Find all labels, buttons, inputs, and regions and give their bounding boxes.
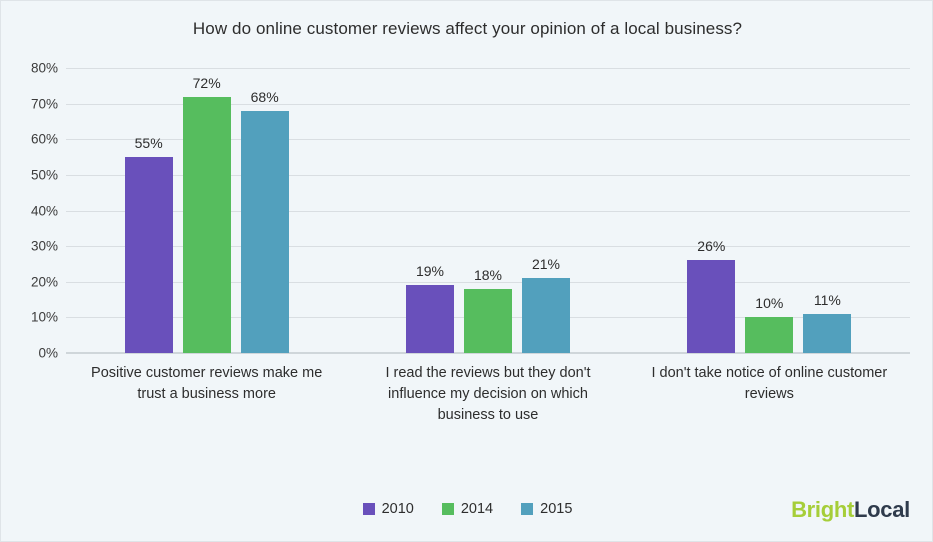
y-axis-tick-label: 70%	[30, 96, 58, 112]
legend-item-2015[interactable]: 2015	[521, 501, 572, 517]
legend-swatch-icon	[521, 503, 534, 515]
bar-groups: 55% 72% 68% 19% 18% 21% 26% 10% 11%	[66, 68, 910, 353]
bar-slot: 10%	[745, 68, 794, 353]
bar-value-label: 21%	[531, 256, 560, 273]
plot-area: 80% 70% 60% 50% 40% 30% 20% 10% 0% 55% 72% 68% 19% 1…	[31, 61, 910, 361]
bar-slot: 55%	[124, 68, 173, 353]
gridline	[66, 139, 910, 141]
bar-value-label: 55%	[134, 135, 163, 152]
y-axis-tick-label: 0%	[38, 345, 58, 361]
legend-item-2010[interactable]: 2010	[362, 501, 414, 517]
legend-item-2014[interactable]: 2014	[441, 501, 494, 517]
legend-swatch-icon	[362, 503, 375, 515]
bar-value-label: 18%	[473, 266, 502, 283]
y-axis-tick-label: 30%	[30, 238, 58, 254]
bar-value-label: 72%	[192, 74, 221, 91]
logo-part-bright: Bright	[791, 497, 855, 522]
bar-slot: 18%	[463, 68, 512, 353]
bar-2015-1[interactable]	[240, 110, 289, 353]
bar-slot: 72%	[182, 68, 231, 353]
chart-legend: 2010 2014 2015	[1, 501, 932, 517]
y-axis-tick-label: 10%	[30, 309, 58, 325]
bar-slot: 68%	[240, 68, 289, 353]
bar-value-label: 26%	[697, 238, 726, 255]
y-axis-tick-label: 60%	[30, 131, 58, 147]
legend-label: 2010	[381, 501, 414, 517]
category-label: Positive customer reviews make me trust …	[91, 365, 323, 402]
bar-2010-2[interactable]	[405, 285, 454, 353]
bar-slot: 19%	[405, 68, 454, 353]
bar-value-label: 11%	[813, 291, 841, 308]
gridline	[66, 210, 910, 212]
bar-slot: 21%	[521, 68, 570, 353]
logo-part-local: Local	[854, 497, 910, 522]
bar-group: 55% 72% 68%	[66, 68, 347, 353]
bar-value-label: 19%	[415, 263, 444, 280]
bar-group: 19% 18% 21%	[347, 68, 628, 353]
bar-2014-1[interactable]	[182, 96, 231, 353]
legend-label: 2014	[460, 501, 494, 517]
gridline	[66, 174, 910, 176]
bar-2015-2[interactable]	[521, 278, 570, 353]
category-label: I read the reviews but they don't influe…	[385, 365, 591, 423]
bar-2010-3[interactable]	[687, 260, 736, 353]
y-axis-tick-label: 40%	[30, 203, 58, 218]
bar-2010-1[interactable]	[124, 157, 173, 353]
bar-group: 26% 10% 11%	[629, 68, 910, 353]
bar-2015-3[interactable]	[803, 313, 852, 353]
category-labels: Positive customer reviews make me trust …	[66, 363, 910, 426]
y-axis-tick-label: 20%	[30, 274, 58, 290]
gridline	[66, 281, 910, 283]
gridline	[66, 103, 910, 105]
bar-slot: 26%	[687, 68, 736, 353]
x-axis-baseline	[66, 352, 910, 354]
bar-2014-3[interactable]	[745, 317, 794, 353]
y-axis-tick-label: 50%	[30, 167, 58, 183]
y-axis-tick-label: 80%	[30, 60, 58, 76]
bar-slot: 11%	[803, 68, 852, 353]
gridline	[66, 246, 910, 248]
gridline	[66, 68, 910, 69]
category-label: I don't take notice of online customer r…	[651, 365, 888, 402]
brightlocal-logo: BrightLocal	[791, 497, 910, 523]
bar-value-label: 68%	[250, 88, 279, 105]
bar-value-label: 10%	[755, 295, 784, 312]
legend-label: 2015	[540, 501, 573, 517]
legend-swatch-icon	[441, 503, 454, 515]
chart-title: How do online customer reviews affect yo…	[192, 19, 743, 38]
bar-2014-2[interactable]	[463, 288, 512, 353]
